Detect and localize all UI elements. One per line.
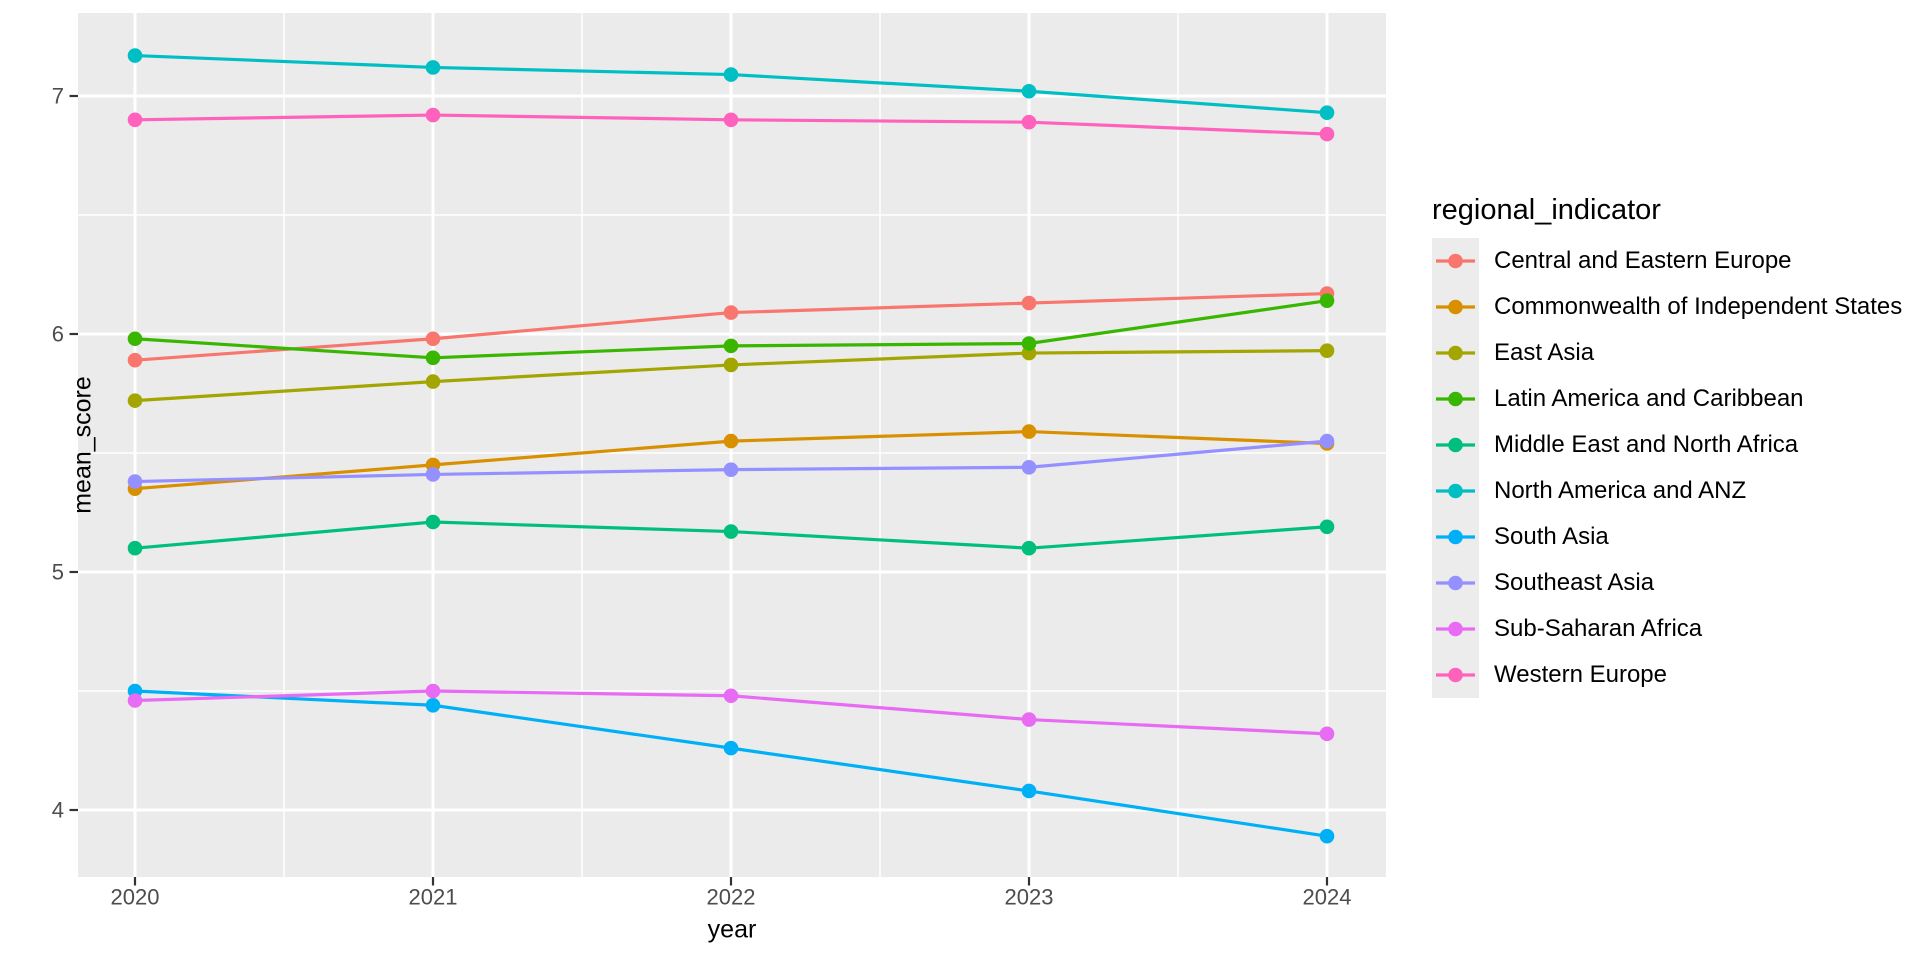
series-point-latin-america-and-caribbean-2020 bbox=[127, 331, 143, 347]
series-point-north-america-and-anz-2024 bbox=[1319, 105, 1335, 120]
series-point-western-europe-2022 bbox=[723, 112, 739, 128]
legend-title: regional_indicator bbox=[1432, 194, 1661, 226]
legend-label: Southeast Asia bbox=[1494, 569, 1655, 596]
legend-item-sub-saharan-africa: Sub-Saharan Africa bbox=[1432, 606, 1902, 652]
y-tick-label-6: 6 bbox=[52, 322, 64, 347]
series-point-middle-east-and-north-africa-2023 bbox=[1021, 540, 1037, 556]
series-point-central-and-eastern-europe-2022 bbox=[723, 305, 739, 320]
y-axis-title: mean_score bbox=[68, 376, 97, 514]
legend: regional_indicator Central and Eastern E… bbox=[1432, 190, 1902, 698]
legend-label: Latin America and Caribbean bbox=[1494, 385, 1804, 412]
legend-label: Commonwealth of Independent States bbox=[1494, 293, 1903, 320]
series-point-south-asia-2024 bbox=[1319, 828, 1335, 844]
legend-key-swatch-south-asia bbox=[1432, 514, 1479, 560]
series-point-southeast-asia-2023 bbox=[1021, 459, 1037, 475]
series-point-western-europe-2021 bbox=[425, 107, 441, 123]
legend-key-swatch-commonwealth-of-independent-states bbox=[1432, 284, 1479, 330]
legend-label: Sub-Saharan Africa bbox=[1494, 615, 1703, 642]
series-point-east-asia-2021 bbox=[425, 374, 441, 389]
series-point-sub-saharan-africa-2023 bbox=[1021, 712, 1037, 727]
series-point-middle-east-and-north-africa-2020 bbox=[127, 540, 143, 556]
series-point-western-europe-2024 bbox=[1319, 126, 1335, 142]
legend-key-swatch-western-europe bbox=[1432, 652, 1479, 698]
series-point-commonwealth-of-independent-states-2023 bbox=[1021, 424, 1037, 439]
legend-item-south-asia: South Asia bbox=[1432, 514, 1902, 560]
legend-item-middle-east-and-north-africa: Middle East and North Africa bbox=[1432, 422, 1902, 468]
series-point-north-america-and-anz-2023 bbox=[1021, 83, 1037, 99]
legend-item-north-america-and-anz: North America and ANZ bbox=[1432, 468, 1902, 514]
series-point-latin-america-and-caribbean-2021 bbox=[425, 350, 441, 366]
legend-key-swatch-middle-east-and-north-africa bbox=[1432, 422, 1479, 468]
legend-label: South Asia bbox=[1494, 523, 1609, 550]
series-point-sub-saharan-africa-2022 bbox=[723, 688, 739, 704]
legend-label: East Asia bbox=[1494, 339, 1595, 366]
series-point-sub-saharan-africa-2020 bbox=[127, 693, 143, 708]
series-point-latin-america-and-caribbean-2023 bbox=[1021, 336, 1037, 351]
series-point-central-and-eastern-europe-2021 bbox=[425, 331, 441, 347]
series-point-western-europe-2023 bbox=[1021, 114, 1037, 130]
series-point-north-america-and-anz-2021 bbox=[425, 60, 441, 75]
series-point-north-america-and-anz-2020 bbox=[127, 48, 143, 63]
y-tick-label-4: 4 bbox=[52, 798, 64, 823]
series-point-southeast-asia-2021 bbox=[425, 467, 441, 482]
legend-item-east-asia: East Asia bbox=[1432, 330, 1902, 376]
legend-key-swatch-latin-america-and-caribbean bbox=[1432, 376, 1479, 422]
series-point-sub-saharan-africa-2021 bbox=[425, 683, 441, 699]
y-tick-label-7: 7 bbox=[52, 84, 64, 109]
legend-key-swatch-east-asia bbox=[1432, 330, 1479, 376]
legend-items: Central and Eastern Europe Commonwealth o… bbox=[1432, 238, 1902, 698]
series-point-middle-east-and-north-africa-2024 bbox=[1319, 519, 1335, 535]
series-point-middle-east-and-north-africa-2022 bbox=[723, 524, 739, 539]
series-point-southeast-asia-2022 bbox=[723, 462, 739, 477]
series-point-south-asia-2021 bbox=[425, 697, 441, 713]
series-point-middle-east-and-north-africa-2021 bbox=[425, 514, 441, 530]
legend-label: Middle East and North Africa bbox=[1494, 431, 1799, 458]
series-point-latin-america-and-caribbean-2022 bbox=[723, 338, 739, 354]
legend-item-western-europe: Western Europe bbox=[1432, 652, 1902, 698]
legend-item-latin-america-and-caribbean: Latin America and Caribbean bbox=[1432, 376, 1902, 422]
legend-item-southeast-asia: Southeast Asia bbox=[1432, 560, 1902, 606]
legend-key-swatch-sub-saharan-africa bbox=[1432, 606, 1479, 652]
x-tick-label-2024: 2024 bbox=[1303, 885, 1352, 910]
legend-key-swatch-southeast-asia bbox=[1432, 560, 1479, 606]
series-point-western-europe-2020 bbox=[127, 112, 143, 128]
series-point-north-america-and-anz-2022 bbox=[723, 67, 739, 82]
series-point-east-asia-2024 bbox=[1319, 343, 1335, 358]
series-point-south-asia-2022 bbox=[723, 740, 739, 756]
x-tick-label-2021: 2021 bbox=[409, 885, 458, 910]
legend-key-swatch-north-america-and-anz bbox=[1432, 468, 1479, 514]
series-point-east-asia-2020 bbox=[127, 393, 143, 408]
x-tick-label-2020: 2020 bbox=[111, 885, 160, 910]
series-point-central-and-eastern-europe-2020 bbox=[127, 352, 143, 368]
x-tick-label-2023: 2023 bbox=[1005, 885, 1054, 910]
x-axis-title: year bbox=[707, 915, 757, 944]
series-point-east-asia-2022 bbox=[723, 357, 739, 373]
legend-label: Western Europe bbox=[1494, 661, 1667, 688]
legend-item-commonwealth-of-independent-states: Commonwealth of Independent States bbox=[1432, 284, 1902, 330]
series-point-commonwealth-of-independent-states-2022 bbox=[723, 433, 739, 449]
series-point-southeast-asia-2024 bbox=[1319, 433, 1335, 449]
legend-label: North America and ANZ bbox=[1494, 477, 1747, 504]
series-point-sub-saharan-africa-2024 bbox=[1319, 726, 1335, 742]
series-point-latin-america-and-caribbean-2024 bbox=[1319, 293, 1335, 308]
legend-key-swatch-central-and-eastern-europe bbox=[1432, 238, 1479, 284]
series-point-southeast-asia-2020 bbox=[127, 474, 143, 489]
series-point-south-asia-2023 bbox=[1021, 783, 1037, 799]
series-point-central-and-eastern-europe-2023 bbox=[1021, 295, 1037, 311]
legend-item-central-and-eastern-europe: Central and Eastern Europe bbox=[1432, 238, 1902, 284]
y-tick-label-5: 5 bbox=[52, 560, 64, 585]
x-tick-label-2022: 2022 bbox=[707, 885, 756, 910]
legend-label: Central and Eastern Europe bbox=[1494, 247, 1792, 274]
